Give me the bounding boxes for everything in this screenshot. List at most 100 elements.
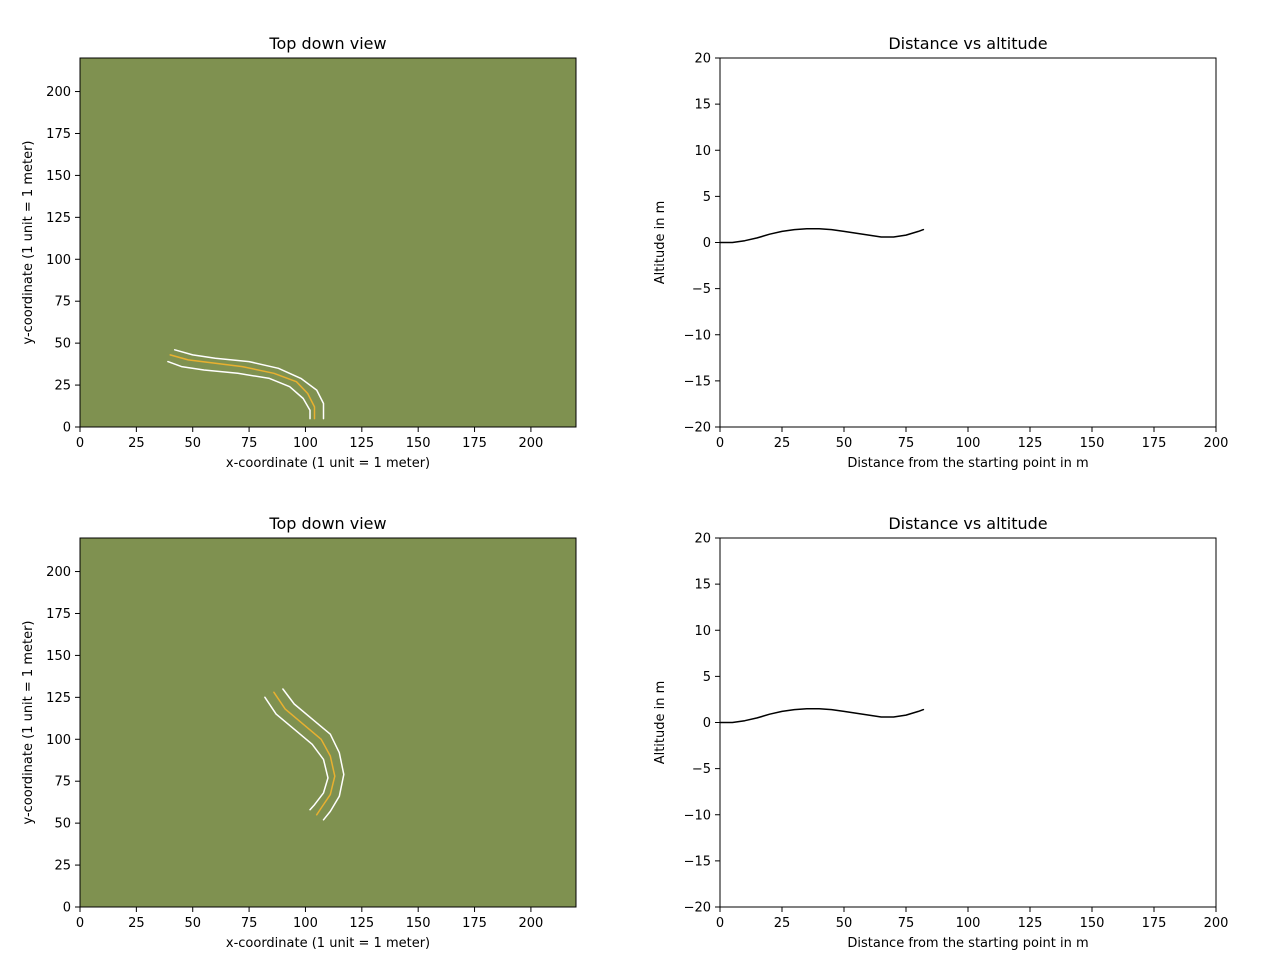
x-tick-label: 25: [774, 916, 791, 931]
chart-panel-top-left: 0 25 50 75 100 125 150 175 200 0 25 50 75 100 125 150 17…: [21, 34, 577, 471]
x-tick-label: 25: [128, 436, 145, 451]
y-tick-label: 175: [46, 607, 71, 622]
x-tick-label: 200: [1204, 436, 1229, 451]
y-tick-label: 75: [54, 775, 71, 790]
series-group: [264, 688, 345, 821]
y-tick-label: 25: [54, 859, 71, 874]
y-tick-label: 20: [694, 52, 711, 67]
chart-title: Top down view: [268, 34, 386, 53]
y-tick-label: 175: [46, 127, 71, 142]
plot-background: [80, 58, 576, 427]
x-tick-label: 100: [293, 916, 318, 931]
chart-panel-top-right: 0 25 50 75 100 125 150 175 200 −20 −15 −10 −5 0 5 10 15 2…: [653, 34, 1228, 471]
x-tick-label: 0: [716, 436, 724, 451]
y-tick-label: 0: [63, 421, 71, 436]
y-tick-label: 200: [46, 85, 71, 100]
x-tick-label: 75: [241, 916, 258, 931]
y-tick-label: −15: [684, 854, 711, 869]
x-tick-label: 75: [898, 916, 915, 931]
y-tick-label: 5: [703, 190, 711, 205]
y-tick-label: −20: [684, 421, 711, 436]
y-tick-label: −15: [684, 374, 711, 389]
x-tick-label: 150: [406, 916, 431, 931]
y-axis-label: y-coordinate (1 unit = 1 meter): [21, 620, 36, 824]
y-axis-label: Altitude in m: [653, 681, 668, 765]
series-line-1: [273, 691, 336, 816]
x-tick-label: 175: [462, 436, 487, 451]
y-tick-label: 5: [703, 670, 711, 685]
x-tick-label: 75: [898, 436, 915, 451]
y-tick-label: 0: [703, 236, 711, 251]
y-tick-label: 125: [46, 691, 71, 706]
plot-background: [720, 538, 1216, 907]
y-tick-label: 25: [54, 379, 71, 394]
x-tick-label: 0: [76, 436, 84, 451]
y-tick-label: −5: [692, 282, 711, 297]
x-tick-label: 200: [518, 916, 543, 931]
y-tick-label: 75: [54, 295, 71, 310]
x-tick-label: 150: [1080, 436, 1105, 451]
x-tick-label: 125: [349, 436, 374, 451]
plot-background: [720, 58, 1216, 427]
plot-background: [80, 538, 576, 907]
y-tick-label: 10: [694, 624, 711, 639]
plot-frame: [79, 537, 577, 908]
chart-title: Distance vs altitude: [888, 514, 1047, 533]
x-tick-label: 75: [241, 436, 258, 451]
chart-title: Distance vs altitude: [888, 34, 1047, 53]
y-tick-label: 20: [694, 532, 711, 547]
x-axis-label: Distance from the starting point in m: [847, 456, 1088, 471]
y-tick-label: 15: [694, 578, 711, 593]
series-line-0: [167, 360, 311, 420]
y-tick-label: 100: [46, 733, 71, 748]
series-line-1: [169, 354, 316, 420]
x-tick-label: 0: [76, 916, 84, 931]
x-tick-label: 0: [716, 916, 724, 931]
y-tick-label: −10: [684, 808, 711, 823]
x-tick-label: 100: [956, 436, 981, 451]
y-tick-label: 50: [54, 817, 71, 832]
x-tick-label: 125: [1018, 436, 1043, 451]
x-tick-label: 175: [1142, 916, 1167, 931]
series-group: [720, 707, 925, 724]
x-tick-label: 200: [518, 436, 543, 451]
y-tick-label: 150: [46, 169, 71, 184]
x-tick-label: 125: [1018, 916, 1043, 931]
y-axis-label: Altitude in m: [653, 201, 668, 285]
series-line-2: [173, 349, 325, 420]
y-tick-label: 100: [46, 253, 71, 268]
y-tick-label: −10: [684, 328, 711, 343]
x-axis-label: x-coordinate (1 unit = 1 meter): [226, 456, 430, 471]
x-axis-label: x-coordinate (1 unit = 1 meter): [226, 936, 430, 951]
series-line-0: [720, 707, 925, 724]
series-group: [167, 349, 325, 420]
series-line-2: [282, 688, 345, 821]
y-tick-label: 0: [63, 901, 71, 916]
chart-panel-bottom-right: 0 25 50 75 100 125 150 175 200 −20 −15 −10 −5 0 5 10 15 2…: [653, 514, 1228, 951]
x-tick-label: 50: [184, 916, 201, 931]
x-axis-label: Distance from the starting point in m: [847, 936, 1088, 951]
series-line-0: [264, 696, 329, 811]
y-tick-label: 15: [694, 98, 711, 113]
y-tick-label: 125: [46, 211, 71, 226]
x-tick-label: 150: [1080, 916, 1105, 931]
x-tick-label: 25: [128, 916, 145, 931]
x-tick-label: 175: [1142, 436, 1167, 451]
y-tick-label: 150: [46, 649, 71, 664]
x-tick-label: 175: [462, 916, 487, 931]
x-tick-label: 100: [293, 436, 318, 451]
x-tick-label: 25: [774, 436, 791, 451]
y-tick-label: 200: [46, 565, 71, 580]
plot-frame: [79, 57, 577, 428]
chart-panel-bottom-left: 0 25 50 75 100 125 150 175 200 0 25 50 75 100 125 150 17…: [21, 514, 577, 951]
y-tick-label: −20: [684, 901, 711, 916]
y-tick-label: −5: [692, 762, 711, 777]
y-tick-label: 50: [54, 337, 71, 352]
series-group: [720, 227, 925, 244]
x-tick-label: 50: [836, 436, 853, 451]
y-tick-label: 0: [703, 716, 711, 731]
x-tick-label: 100: [956, 916, 981, 931]
x-tick-label: 125: [349, 916, 374, 931]
y-axis-label: y-coordinate (1 unit = 1 meter): [21, 140, 36, 344]
